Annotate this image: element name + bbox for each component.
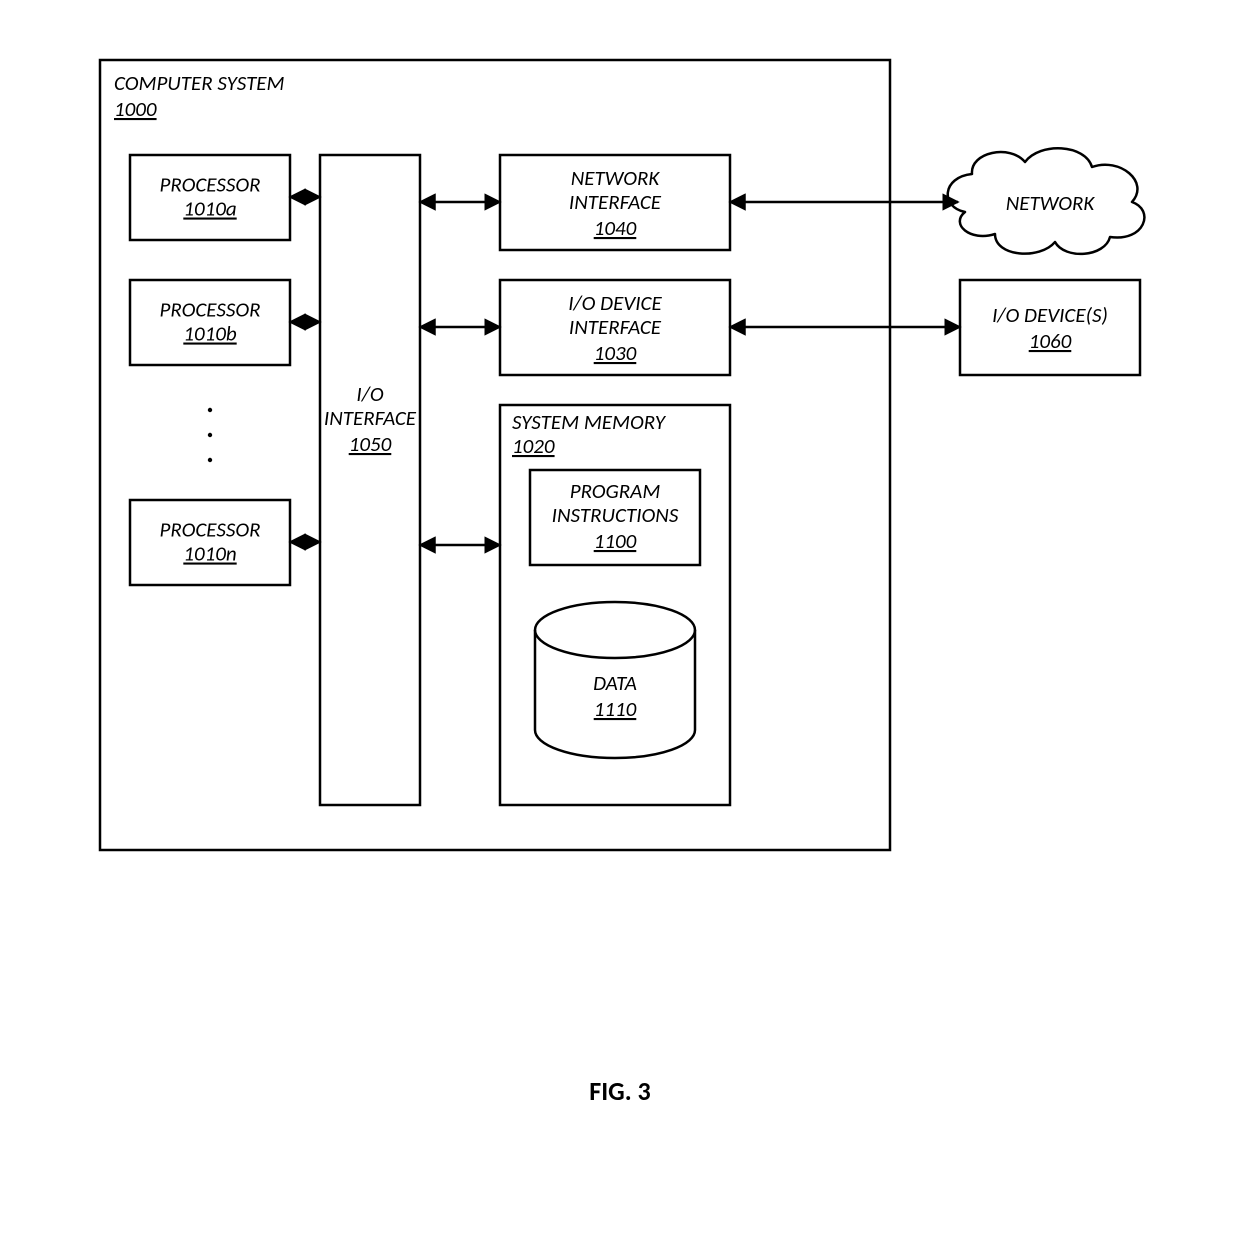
network-interface-label-2: INTERFACE <box>569 189 662 215</box>
system-memory-label: SYSTEM MEMORY <box>512 409 667 435</box>
program-instructions-ref: 1100 <box>594 528 637 554</box>
processor-b-box: PROCESSOR1010b <box>130 280 290 365</box>
io-interface-box: I/OINTERFACE1050 <box>320 155 420 805</box>
processor-n-label: PROCESSOR <box>160 517 261 543</box>
io-device-interface-ref: 1030 <box>594 340 637 366</box>
io-device-interface-box: I/O DEVICEINTERFACE1030 <box>500 280 730 375</box>
processor-b-ref: 1010b <box>183 321 237 347</box>
processor-n-ref: 1010n <box>183 541 236 567</box>
program-instructions-box: PROGRAMINSTRUCTIONS1100 <box>530 470 700 565</box>
data-cylinder: DATA1110 <box>535 602 695 758</box>
network-cloud: NETWORK <box>948 148 1145 254</box>
ellipsis-dots <box>208 408 212 462</box>
io-device-interface-label-2: INTERFACE <box>569 314 662 340</box>
io-devices-label: I/O DEVICE(S) <box>992 302 1108 328</box>
processor-a-label: PROCESSOR <box>160 172 261 198</box>
processor-a-box: PROCESSOR1010a <box>130 155 290 240</box>
system-memory-ref: 1020 <box>512 433 555 459</box>
io-interface-ref: 1050 <box>349 431 392 457</box>
computer-system-label: COMPUTER SYSTEM <box>114 70 285 96</box>
io-interface-label-2: INTERFACE <box>324 405 417 431</box>
data-label: DATA <box>593 670 637 696</box>
processor-a-ref: 1010a <box>183 196 236 222</box>
network-interface-ref: 1040 <box>594 215 637 241</box>
data-ref: 1110 <box>594 696 637 722</box>
network-label: NETWORK <box>1006 190 1096 216</box>
processor-b-label: PROCESSOR <box>160 297 261 323</box>
io-devices-ref: 1060 <box>1029 328 1072 354</box>
program-instructions-label-2: INSTRUCTIONS <box>552 502 679 528</box>
program-instructions-label-1: PROGRAM <box>570 478 661 504</box>
network-interface-label-1: NETWORK <box>571 165 661 191</box>
io-interface-label-1: I/O <box>356 381 383 407</box>
network-interface-box: NETWORKINTERFACE1040 <box>500 155 730 250</box>
figure-caption: FIG. 3 <box>589 1075 650 1107</box>
system-memory-box: SYSTEM MEMORY1020 <box>500 405 730 805</box>
processor-n-box: PROCESSOR1010n <box>130 500 290 585</box>
io-device-interface-label-1: I/O DEVICE <box>568 290 662 316</box>
computer-system-ref: 1000 <box>114 96 157 122</box>
io-devices-box: I/O DEVICE(S)1060 <box>960 280 1140 375</box>
